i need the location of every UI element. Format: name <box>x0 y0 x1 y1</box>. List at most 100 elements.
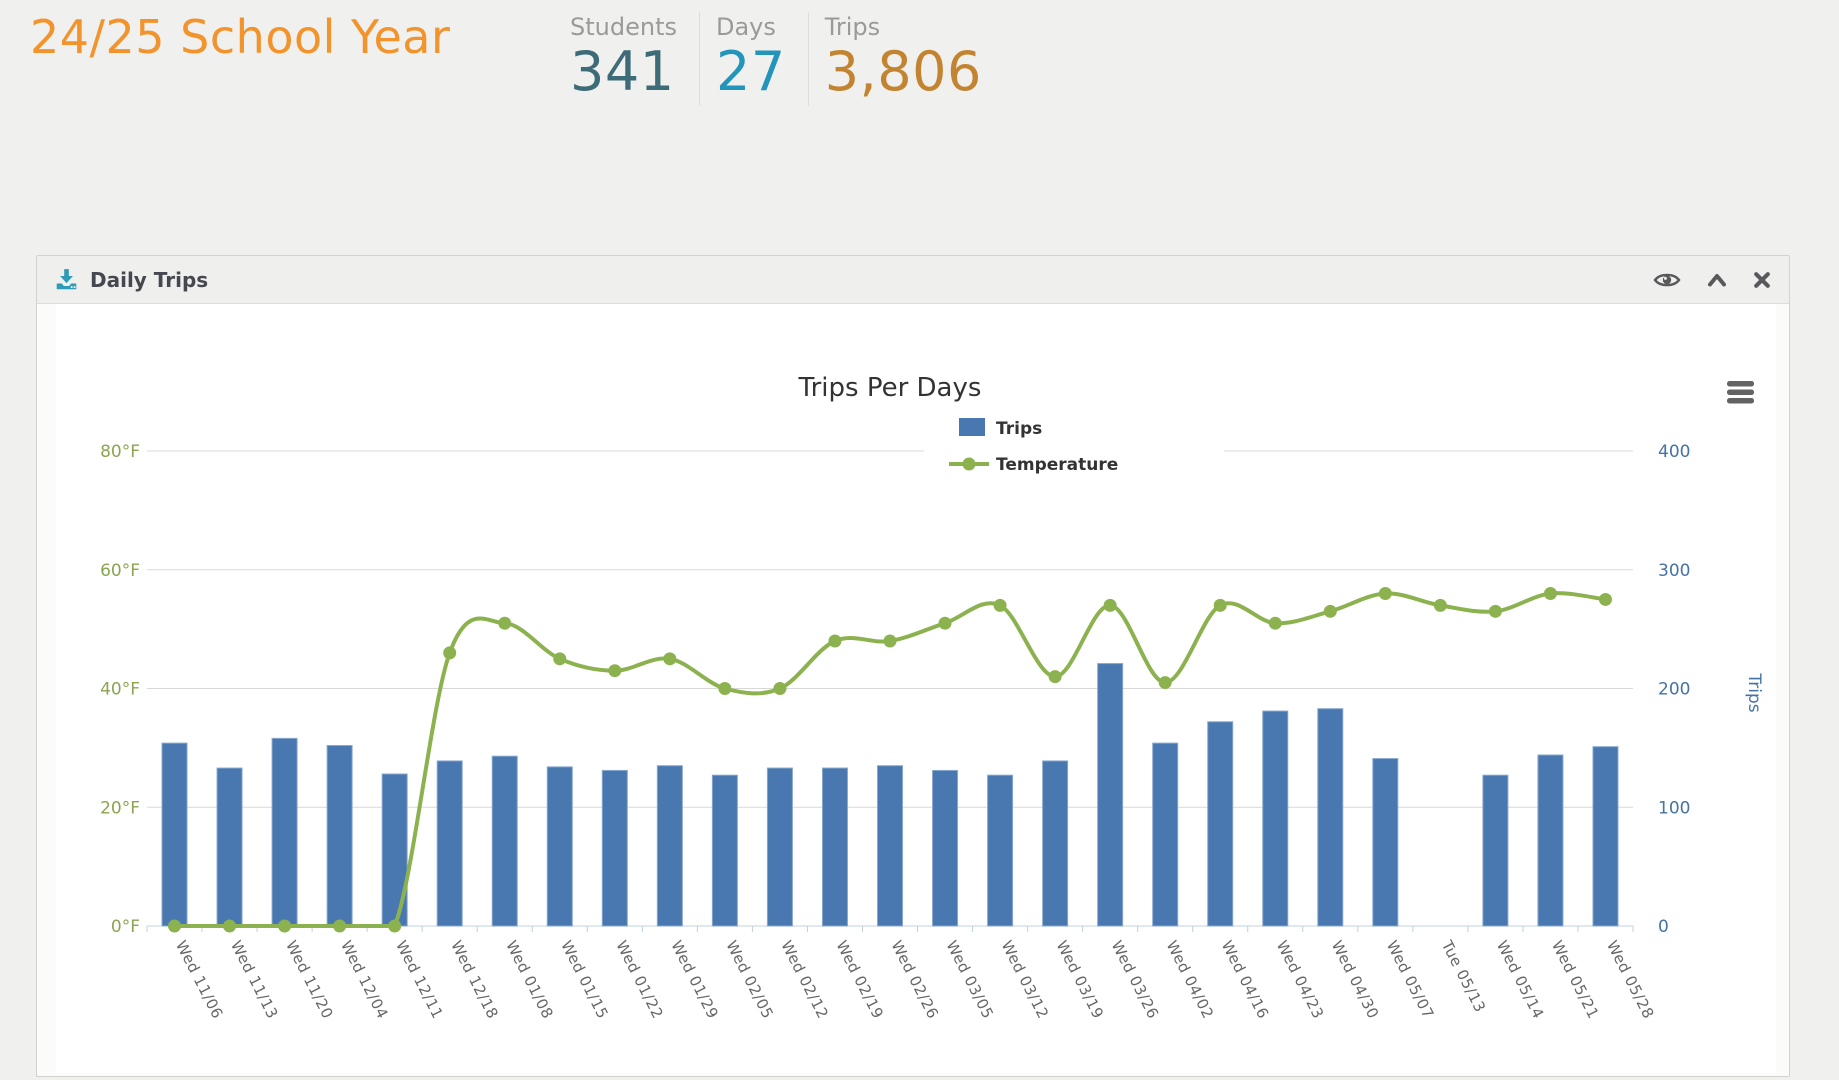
stats-row: Students 341 Days 27 Trips 3,806 <box>570 12 1004 107</box>
stat-days: Days 27 <box>698 12 808 107</box>
right-axis-label: 400 <box>1658 442 1690 462</box>
x-axis-label: Wed 02/26 <box>887 938 942 1022</box>
trips-bar[interactable] <box>601 769 628 927</box>
x-axis-label: Wed 11/20 <box>282 938 337 1022</box>
right-axis-label: 300 <box>1658 561 1690 581</box>
trips-bar[interactable] <box>1372 758 1399 927</box>
trips-per-days-chart: 0°F 20°F 40°F 60°F 80°F 0 100 200 300 400 Trips Wed… <box>56 304 1776 1073</box>
temperature-point[interactable] <box>553 652 567 666</box>
chart-context-menu-button[interactable] <box>1727 381 1754 404</box>
x-axis-label: Wed 01/22 <box>612 938 667 1022</box>
trips-bar[interactable] <box>932 769 959 927</box>
temperature-point[interactable] <box>1433 598 1447 612</box>
temperature-point[interactable] <box>1323 604 1337 618</box>
hamburger-icon-bar <box>1727 381 1754 387</box>
x-axis-label: Wed 05/14 <box>1493 938 1548 1022</box>
trips-bar[interactable] <box>987 774 1014 927</box>
stat-trips: Trips 3,806 <box>807 12 1004 107</box>
x-axis-label: Tue 05/13 <box>1437 937 1489 1016</box>
x-axis-label: Wed 03/12 <box>998 938 1053 1022</box>
chart-title: Trips Per Days <box>798 373 982 403</box>
stat-trips-value: 3,806 <box>824 39 982 103</box>
temperature-point[interactable] <box>333 919 347 933</box>
legend-label-trips: Trips <box>996 419 1042 439</box>
legend-marker-temperature <box>962 457 976 471</box>
temperature-point[interactable] <box>1378 587 1392 600</box>
trips-bar[interactable] <box>326 745 353 927</box>
temperature-point[interactable] <box>1213 598 1227 612</box>
stat-students-value: 341 <box>570 39 675 103</box>
temperature-point[interactable] <box>1488 604 1502 618</box>
x-axis-label: Wed 02/05 <box>722 938 777 1022</box>
trips-bar[interactable] <box>1482 774 1509 927</box>
trips-bar[interactable] <box>1207 721 1234 927</box>
temperature-point[interactable] <box>1543 587 1557 600</box>
trips-bar[interactable] <box>161 742 188 927</box>
trips-bar[interactable] <box>656 765 683 927</box>
hamburger-icon-bar <box>1727 389 1754 395</box>
x-axis-label: Wed 05/21 <box>1548 938 1603 1022</box>
temperature-point[interactable] <box>223 919 237 933</box>
trips-bar[interactable] <box>877 765 903 927</box>
trips-bar[interactable] <box>491 755 518 927</box>
temperature-point[interactable] <box>278 919 292 933</box>
trips-bar[interactable] <box>1317 708 1344 927</box>
temperature-point[interactable] <box>883 634 897 648</box>
temperature-point[interactable] <box>828 634 842 648</box>
legend-swatch-trips <box>959 418 985 436</box>
temperature-point[interactable] <box>1268 616 1282 630</box>
download-icon[interactable] <box>55 268 78 291</box>
trips-bar[interactable] <box>1042 760 1069 927</box>
trips-bar[interactable] <box>1592 746 1619 927</box>
trips-bar[interactable] <box>271 737 298 927</box>
left-axis-label: 0°F <box>111 917 140 937</box>
trips-bar[interactable] <box>1097 663 1124 927</box>
temperature-point[interactable] <box>938 616 952 630</box>
collapse-icon[interactable] <box>1707 272 1727 288</box>
x-axis-label: Wed 11/13 <box>227 938 282 1022</box>
temperature-point[interactable] <box>388 919 402 933</box>
legend-item-trips[interactable]: Trips <box>959 418 1042 439</box>
x-axis-label: Wed 04/30 <box>1328 938 1383 1022</box>
eye-icon[interactable] <box>1653 270 1681 290</box>
trips-bar[interactable] <box>766 767 793 927</box>
temperature-point[interactable] <box>773 682 787 695</box>
trips-bar[interactable] <box>711 774 738 927</box>
trips-bar[interactable] <box>1152 742 1179 927</box>
x-axis-label: Wed 04/02 <box>1163 938 1218 1022</box>
daily-trips-panel: Daily Trips 0°F 20°F 40°F 60°F 80°F 0 100 200 30… <box>36 255 1790 1077</box>
x-axis-label: Wed 12/18 <box>447 938 502 1022</box>
temperature-point[interactable] <box>1103 598 1117 612</box>
temperature-point[interactable] <box>498 616 512 630</box>
trips-bar[interactable] <box>1262 710 1289 927</box>
daily-trips-panel-header: Daily Trips <box>37 256 1789 304</box>
close-icon[interactable] <box>1753 271 1771 289</box>
temperature-point[interactable] <box>443 646 457 660</box>
x-axis-label: Wed 01/08 <box>502 938 557 1022</box>
trips-bar[interactable] <box>216 767 243 927</box>
legend-label-temperature: Temperature <box>996 455 1118 475</box>
temperature-point[interactable] <box>718 682 732 695</box>
left-axis-label: 20°F <box>100 798 140 818</box>
stat-days-label: Days <box>715 13 776 41</box>
temperature-point[interactable] <box>608 664 622 678</box>
trips-bar[interactable] <box>436 760 463 927</box>
temperature-point[interactable] <box>168 919 182 933</box>
temperature-point[interactable] <box>993 598 1007 612</box>
temperature-point[interactable] <box>1048 670 1062 684</box>
x-axis-label: Wed 03/19 <box>1053 938 1108 1022</box>
x-axis-label: Wed 01/29 <box>667 938 722 1022</box>
right-axis-title: Trips <box>1744 672 1764 712</box>
legend-item-temperature[interactable]: Temperature <box>949 455 1118 475</box>
temperature-point[interactable] <box>663 652 677 666</box>
temperature-point[interactable] <box>1598 592 1612 606</box>
trips-bar[interactable] <box>821 767 848 927</box>
right-axis-label: 200 <box>1658 680 1690 700</box>
trips-bar[interactable] <box>546 766 573 927</box>
left-axis-label: 80°F <box>100 442 140 462</box>
left-axis-label: 60°F <box>100 561 140 581</box>
page-title: 24/25 School Year <box>30 10 451 64</box>
trips-bar[interactable] <box>1537 754 1564 927</box>
right-axis-label: 0 <box>1658 917 1669 937</box>
temperature-point[interactable] <box>1158 676 1172 690</box>
